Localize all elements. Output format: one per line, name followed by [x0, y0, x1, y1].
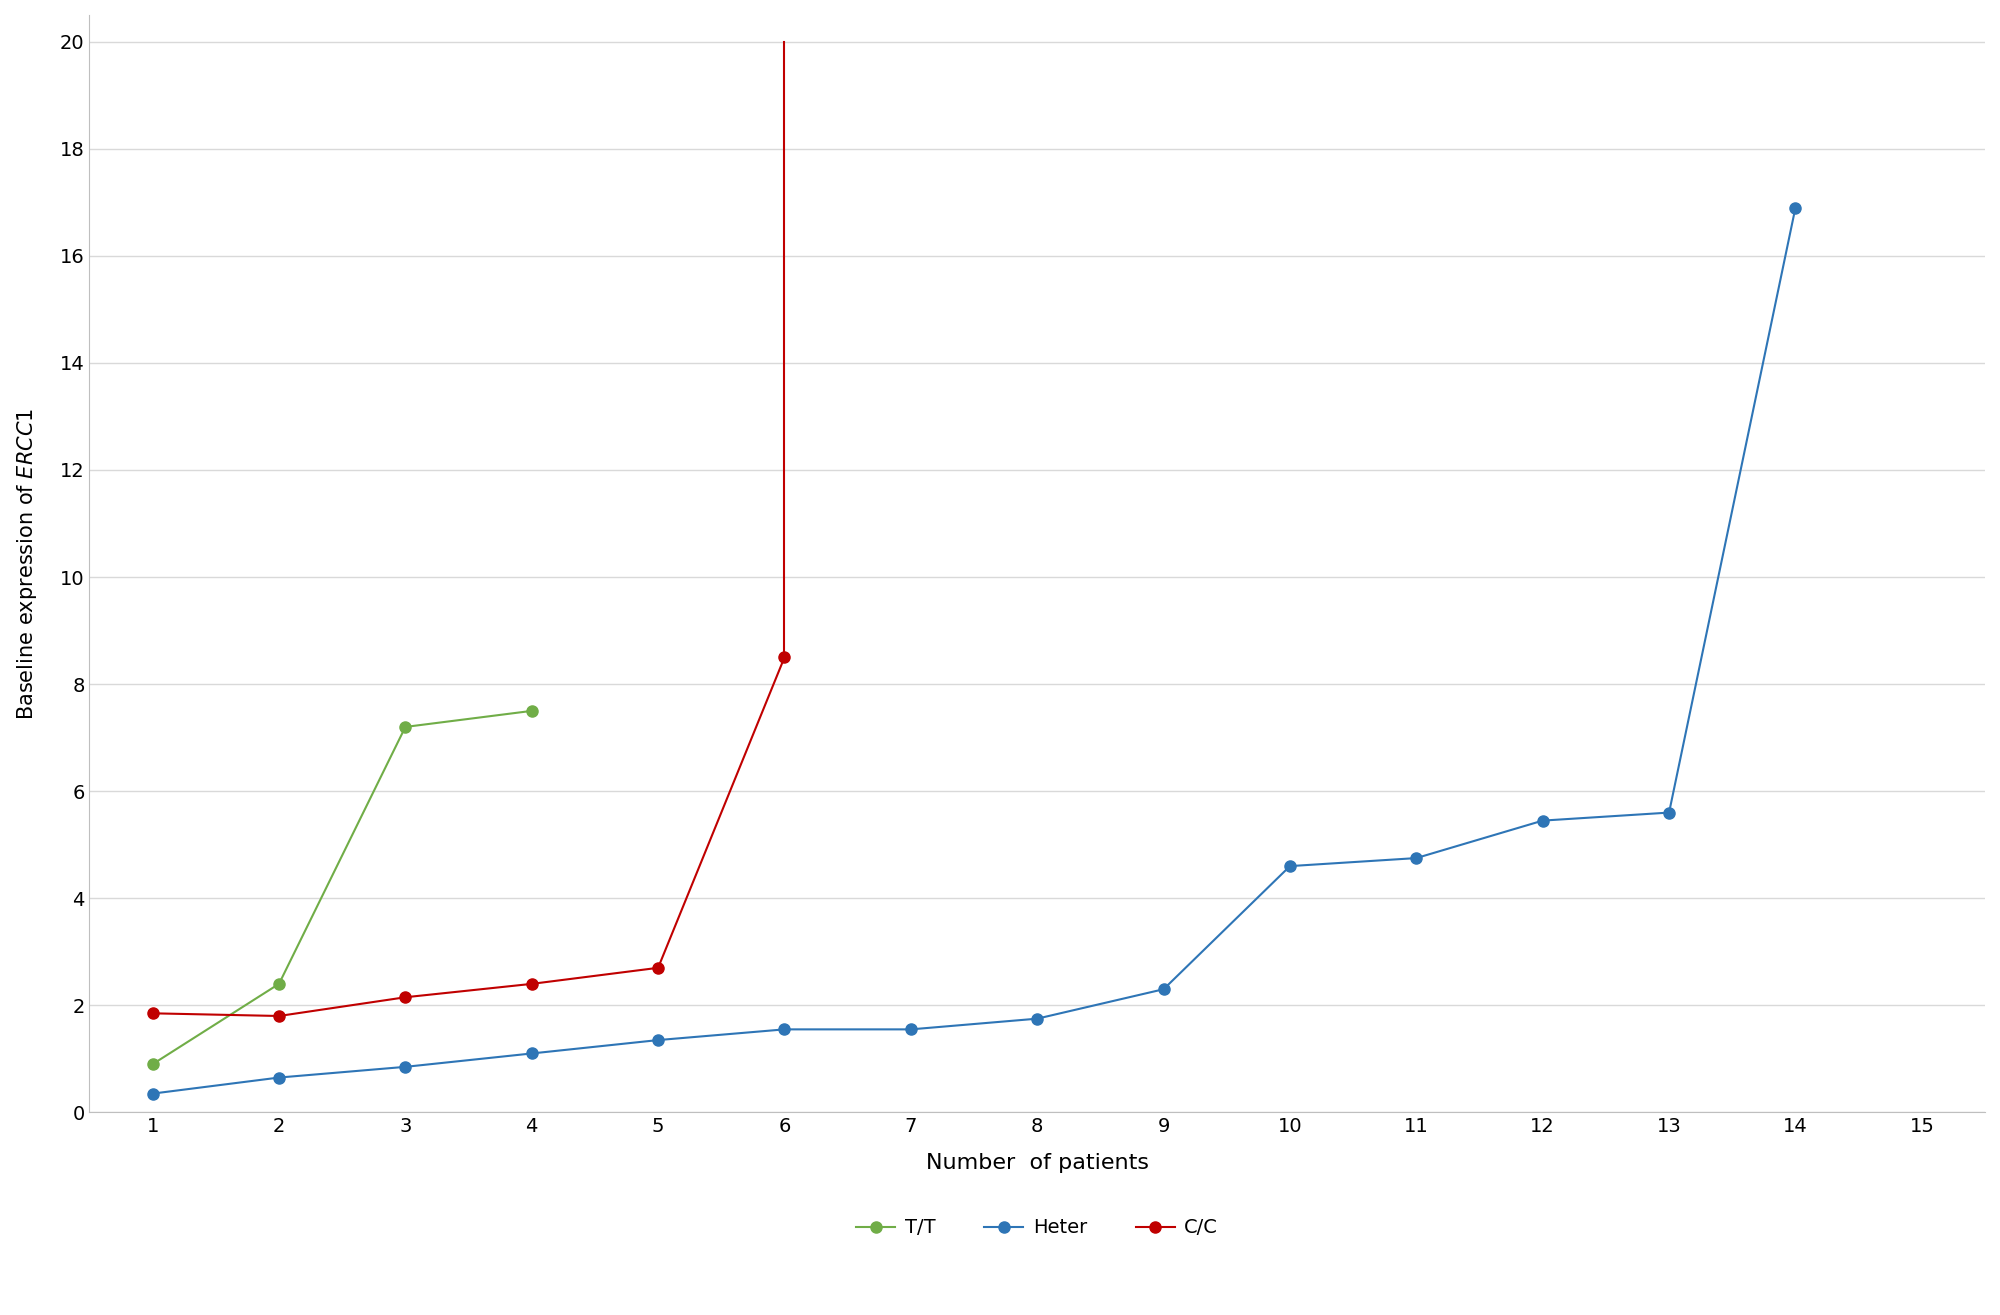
T/T	[394, 719, 418, 735]
C/C	[772, 650, 796, 665]
C/C	[268, 1009, 292, 1024]
Heter	[1404, 851, 1428, 867]
C/C	[140, 1006, 164, 1022]
Line: T/T: T/T	[148, 705, 538, 1069]
C/C	[646, 960, 670, 976]
Heter	[1026, 1011, 1050, 1027]
Line: C/C: C/C	[148, 652, 790, 1022]
C/C	[394, 989, 418, 1005]
Heter	[1278, 859, 1302, 874]
Heter	[140, 1086, 164, 1102]
T/T	[520, 704, 544, 719]
Legend: T/T, Heter, C/C: T/T, Heter, C/C	[848, 1211, 1226, 1245]
Heter	[1152, 981, 1176, 997]
Heter	[646, 1032, 670, 1048]
Heter	[1658, 805, 1682, 821]
C/C	[520, 976, 544, 992]
Line: Heter: Heter	[148, 203, 1802, 1099]
Heter	[1530, 813, 1554, 828]
Heter	[898, 1022, 922, 1038]
Heter	[520, 1045, 544, 1061]
T/T	[140, 1056, 164, 1072]
Heter	[268, 1069, 292, 1085]
Heter	[394, 1059, 418, 1074]
T/T	[268, 976, 292, 992]
Heter	[1784, 200, 1808, 216]
Heter	[772, 1022, 796, 1038]
Y-axis label: Baseline expression of $\mathit{ERCC1}$: Baseline expression of $\mathit{ERCC1}$	[16, 408, 40, 719]
X-axis label: Number  of patients: Number of patients	[926, 1153, 1148, 1173]
